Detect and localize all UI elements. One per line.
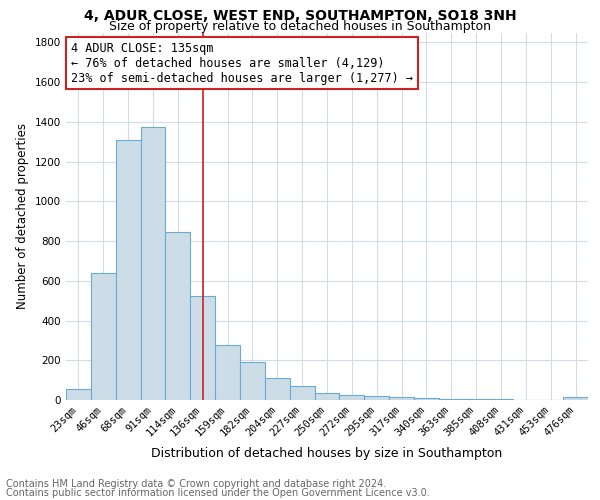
Bar <box>314 393 340 400</box>
Text: 4 ADUR CLOSE: 135sqm
← 76% of detached houses are smaller (4,129)
23% of semi-de: 4 ADUR CLOSE: 135sqm ← 76% of detached h… <box>71 42 413 84</box>
Bar <box>91 273 116 400</box>
Bar <box>414 398 439 400</box>
Bar <box>290 386 314 400</box>
Text: Size of property relative to detached houses in Southampton: Size of property relative to detached ho… <box>109 20 491 33</box>
Bar <box>563 397 588 400</box>
X-axis label: Distribution of detached houses by size in Southampton: Distribution of detached houses by size … <box>151 447 503 460</box>
Bar <box>66 389 91 400</box>
Bar <box>116 140 140 400</box>
Bar <box>140 127 166 400</box>
Bar <box>240 362 265 400</box>
Bar <box>464 399 488 400</box>
Text: Contains public sector information licensed under the Open Government Licence v3: Contains public sector information licen… <box>6 488 430 498</box>
Bar <box>190 296 215 400</box>
Y-axis label: Number of detached properties: Number of detached properties <box>16 123 29 309</box>
Bar <box>389 397 414 400</box>
Bar <box>166 232 190 400</box>
Bar <box>340 395 364 400</box>
Bar <box>265 378 290 400</box>
Bar <box>439 399 464 400</box>
Text: 4, ADUR CLOSE, WEST END, SOUTHAMPTON, SO18 3NH: 4, ADUR CLOSE, WEST END, SOUTHAMPTON, SO… <box>83 9 517 23</box>
Bar <box>215 346 240 400</box>
Bar <box>364 396 389 400</box>
Text: Contains HM Land Registry data © Crown copyright and database right 2024.: Contains HM Land Registry data © Crown c… <box>6 479 386 489</box>
